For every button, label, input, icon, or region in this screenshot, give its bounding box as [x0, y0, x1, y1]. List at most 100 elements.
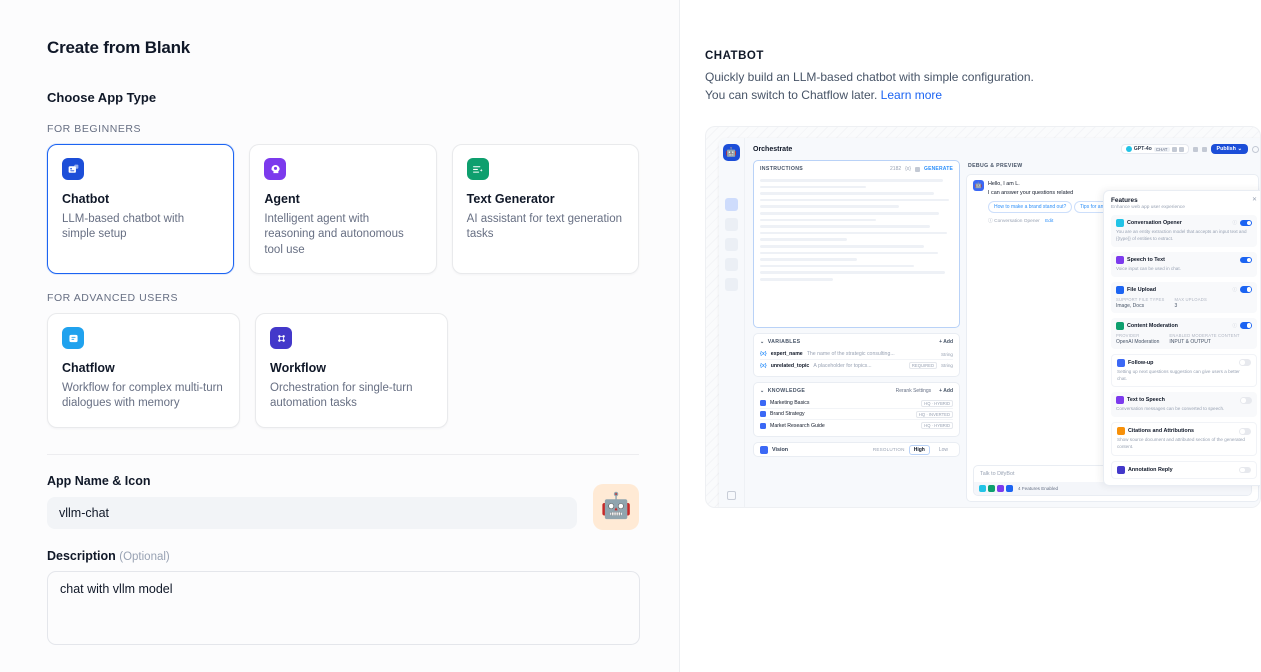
feature-toggle[interactable] — [1239, 428, 1251, 435]
table-row[interactable]: {x} unrelated_topic A placeholder for to… — [760, 360, 953, 371]
feature-desc: Voice input can be used in chat. — [1116, 265, 1181, 271]
content-moderation-icon — [988, 485, 995, 492]
info-icon: ⓘ — [1232, 322, 1237, 328]
feature-kv-value: OpenAI Moderation — [1116, 338, 1160, 345]
history-icon[interactable] — [1252, 145, 1259, 153]
add-knowledge-button[interactable]: + Add — [939, 388, 953, 394]
chevron-down-icon[interactable]: ⌄ — [760, 388, 765, 394]
learn-more-link[interactable]: Learn more — [880, 88, 943, 102]
sidebar-item-logs[interactable] — [725, 238, 738, 251]
file-upload-icon — [1006, 485, 1013, 492]
resolution-low-button[interactable]: Low — [938, 446, 948, 453]
card-desc: Intelligent agent with reasoning and aut… — [264, 212, 404, 256]
chatflow-icon — [62, 327, 84, 350]
sidebar-item-orchestrate[interactable] — [725, 198, 738, 211]
speech-to-text-icon — [997, 485, 1004, 492]
feature-content-moderation[interactable]: Content Moderation ⓘ PROVIDER OpenAI Mod… — [1111, 317, 1257, 349]
workflow-icon — [270, 327, 292, 350]
feature-toggle[interactable] — [1239, 466, 1251, 474]
variable-type-icon: {x} — [760, 351, 767, 357]
app-icon-picker[interactable]: 🤖 — [593, 483, 639, 530]
copy-icon[interactable] — [914, 166, 920, 172]
feature-speech-to-text[interactable]: Speech to Text Voice input can be used i… — [1111, 251, 1257, 277]
eye-icon — [1178, 146, 1184, 152]
feature-toggle[interactable] — [1240, 219, 1252, 227]
feature-text-to-speech[interactable]: Text to Speech Conversation messages can… — [1111, 392, 1257, 418]
description-textarea[interactable] — [47, 570, 640, 645]
opener-note: ⓘ Conversation Opener Edit — [988, 217, 1252, 224]
app-type-card-text-generator[interactable]: Text Generator AI assistant for text gen… — [451, 144, 639, 275]
mode-badge: CHAT — [1153, 146, 1170, 152]
variable-type: String — [940, 363, 953, 368]
feature-conversation-opener[interactable]: Conversation Opener ⓘ You are an entity … — [1111, 215, 1257, 247]
suggestion-chip[interactable]: How to make a brand stand out? — [988, 201, 1073, 214]
robot-icon: 🤖 — [974, 182, 983, 189]
preview-toolbar: GPT-4o CHAT Publish ⌄ — [1120, 144, 1259, 154]
add-variable-button[interactable]: + Add — [939, 339, 953, 345]
robot-icon: 🤖 — [600, 492, 632, 521]
features-panel: Features Enhance web app user experience… — [1103, 190, 1260, 487]
beginner-card-list: Chatbot LLM-based chatbot with simple se… — [47, 144, 639, 275]
sidebar-toggle-icon[interactable] — [725, 168, 738, 181]
feature-name: File Upload — [1127, 286, 1157, 293]
right-info-panel: CHATBOT Quickly build an LLM-based chatb… — [679, 0, 1261, 672]
feature-name: Citations and Attributions — [1128, 428, 1194, 435]
publish-button[interactable]: Publish ⌄ — [1210, 144, 1248, 154]
model-selector[interactable]: GPT-4o CHAT — [1120, 144, 1189, 154]
opener-edit-link[interactable]: Edit — [1045, 219, 1054, 225]
content-moderation-icon — [1116, 321, 1124, 330]
sidebar-item-api[interactable] — [725, 218, 738, 231]
sliders-icon[interactable] — [1201, 146, 1207, 152]
card-desc: Workflow for complex multi-turn dialogue… — [62, 381, 223, 410]
feature-toggle[interactable] — [1240, 322, 1252, 329]
feature-toggle[interactable] — [1240, 397, 1252, 404]
knowledge-tag: HQ · HYBRID — [921, 422, 953, 429]
variable-type: String — [940, 351, 953, 357]
greeting-line-1: Hello, I am L. — [988, 181, 1020, 187]
preview-sidebar: 🤖 — [719, 138, 745, 507]
feature-name: Annotation Reply — [1128, 467, 1173, 474]
list-item[interactable]: Brand Strategy HQ · INVERTED — [760, 409, 953, 420]
app-type-card-chatflow[interactable]: Chatflow Workflow for complex multi-turn… — [47, 313, 240, 428]
for-beginners-label: FOR BEGINNERS — [47, 123, 142, 135]
feature-citations-and-attributions[interactable]: Citations and Attributions Show source d… — [1111, 422, 1257, 457]
feature-kv-key: SUPPORT FILE TYPES — [1116, 296, 1165, 302]
knowledge-tag: HQ · HYBRID — [921, 399, 953, 407]
rerank-settings-button[interactable]: Rerank Settings — [895, 388, 932, 394]
app-name-row: 🤖 — [47, 483, 639, 530]
feature-toggle[interactable] — [1239, 359, 1251, 366]
sidebar-item-monitoring[interactable] — [725, 258, 738, 271]
list-item[interactable]: Marketing Basics HQ · HYBRID — [760, 398, 953, 409]
feature-toggle[interactable] — [1240, 286, 1252, 293]
generate-button[interactable]: GENERATE — [923, 166, 953, 172]
list-item[interactable]: Market Research Guide HQ · HYBRID — [760, 420, 953, 431]
knowledge-title: ⌄ KNOWLEDGE — [760, 388, 805, 394]
table-row[interactable]: {x} expert_name The name of the strategi… — [760, 349, 953, 360]
resolution-high-button[interactable]: High — [908, 444, 930, 455]
app-name-input[interactable] — [47, 496, 578, 529]
app-type-card-workflow[interactable]: Workflow Orchestration for single-turn a… — [255, 313, 448, 428]
preview-config-column: INSTRUCTIONS 2182 {x} GENERATE — [753, 160, 960, 502]
chatbot-icon — [62, 158, 84, 180]
feature-annotation-reply[interactable]: Annotation Reply — [1111, 461, 1257, 480]
description-optional: (Optional) — [119, 550, 170, 563]
feature-follow-up[interactable]: Follow-up Setting up next questions sugg… — [1111, 353, 1257, 388]
chevron-down-icon[interactable]: ⌄ — [760, 339, 765, 345]
app-type-card-agent[interactable]: Agent Intelligent agent with reasoning a… — [249, 144, 437, 275]
feature-desc: Show source document and attributed sect… — [1117, 437, 1245, 450]
app-name-label: App Name & Icon — [47, 474, 639, 488]
sidebar-item-settings[interactable] — [725, 278, 738, 291]
sidebar-collapse-icon[interactable] — [727, 491, 736, 500]
feature-file-upload[interactable]: File Upload ⓘ SUPPORT FILE TYPES Image, … — [1111, 281, 1257, 313]
info-icon: ⓘ — [1232, 220, 1237, 225]
variable-icon[interactable]: {x} — [905, 166, 911, 172]
feature-toggle[interactable] — [1240, 256, 1252, 264]
close-icon[interactable]: ✕ — [1251, 197, 1257, 203]
card-desc: Orchestration for single-turn automation… — [270, 381, 413, 410]
app-type-card-chatbot[interactable]: Chatbot LLM-based chatbot with simple se… — [47, 144, 235, 275]
feature-kv-value: Image, Docs — [1116, 302, 1145, 309]
chevron-down-icon[interactable] — [1192, 146, 1198, 152]
bot-avatar: 🤖 — [973, 180, 984, 191]
variable-name: unrelated_topic — [770, 362, 810, 369]
model-name: GPT-4o — [1133, 146, 1152, 152]
